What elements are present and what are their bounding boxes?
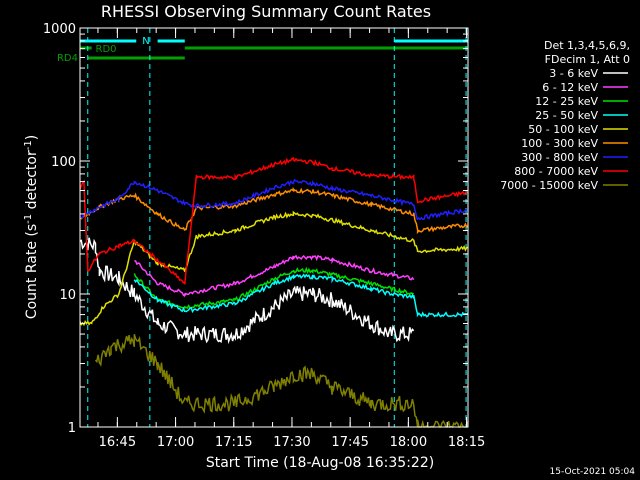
y-tick-label: 10 xyxy=(59,288,76,303)
x-tick-label: 18:00 xyxy=(390,435,427,450)
series-line-4 xyxy=(79,210,469,327)
series-line-5 xyxy=(79,186,469,235)
x-tick-label: 17:00 xyxy=(157,435,194,450)
x-tick-label: 16:45 xyxy=(99,435,136,450)
timestamp: 15-Oct-2021 05:04 xyxy=(550,467,636,477)
series-line-7 xyxy=(79,156,469,285)
y-axis-label: Count Rate (s-1 detector-1) xyxy=(23,135,40,319)
series-line-8 xyxy=(94,333,469,429)
series-line-2 xyxy=(133,266,414,310)
series-layer xyxy=(79,156,469,429)
legend: Det 1,3,4,5,6,9,FDecim 1, Att 03 - 6 keV… xyxy=(500,39,630,192)
legend-entry-label: 100 - 300 keV xyxy=(521,137,598,150)
x-tick-label: 17:45 xyxy=(331,435,368,450)
flag-rd4-label: RD4 xyxy=(57,53,78,64)
legend-entry-label: 300 - 800 keV xyxy=(521,151,598,164)
y-tick-label: 1000 xyxy=(43,22,76,37)
legend-entry-label: 50 - 100 keV xyxy=(528,123,598,136)
chart-title: RHESSI Observing Summary Count Rates xyxy=(101,2,431,21)
legend-entry-label: 7000 - 15000 keV xyxy=(500,179,598,192)
x-tick-label: 18:15 xyxy=(448,435,485,450)
legend-entry-label: 25 - 50 keV xyxy=(535,109,598,122)
series-line-3 xyxy=(133,273,469,318)
legend-header-line: FDecim 1, Att 0 xyxy=(545,53,630,66)
y-tick-label: 100 xyxy=(51,155,76,170)
plot-frame xyxy=(79,27,469,428)
x-tick-label: 17:15 xyxy=(215,435,252,450)
series-line-1 xyxy=(134,254,415,298)
legend-entry-label: 3 - 6 keV xyxy=(549,67,598,80)
legend-entry-label: 800 - 7000 keV xyxy=(514,165,598,178)
flags-layer: N RD0 RD4 xyxy=(57,28,468,427)
flag-n-label: N xyxy=(142,36,149,47)
x-axis-label: Start Time (18-Aug-08 16:35:22) xyxy=(206,455,434,471)
series-line-6 xyxy=(79,178,469,221)
flag-rd0-label: RD0 xyxy=(96,44,117,55)
y-tick-label: 1 xyxy=(68,421,76,436)
legend-header-line: Det 1,3,4,5,6,9, xyxy=(544,39,630,52)
legend-entry-label: 12 - 25 keV xyxy=(535,95,598,108)
axes-layer: 1 10 100 1000 16:45 17:00 17:15 17:30 17:45 18:00… xyxy=(43,22,485,450)
series-line-0 xyxy=(79,237,415,345)
x-tick-label: 17:30 xyxy=(273,435,310,450)
legend-entry-label: 6 - 12 keV xyxy=(542,81,598,94)
